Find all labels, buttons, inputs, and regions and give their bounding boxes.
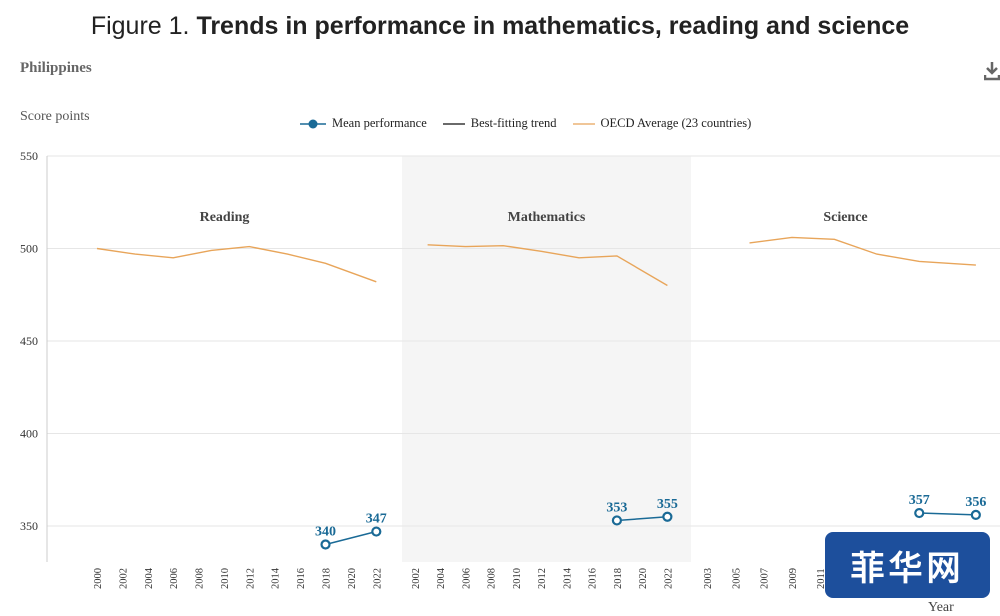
x-tick-label: 2009 — [788, 568, 799, 589]
legend-item-mean[interactable]: Mean performance — [300, 116, 427, 131]
x-tick-label: 2012 — [537, 568, 548, 589]
x-tick-label: 2011 — [816, 568, 827, 589]
legend-oecd-label: OECD Average (23 countries) — [600, 116, 752, 130]
country-label: Philippines — [20, 60, 92, 76]
mean-point — [371, 526, 382, 537]
oecd-average-line — [427, 244, 668, 287]
x-tick-label: 2006 — [461, 568, 472, 589]
watermark-logo: 菲华网 — [825, 532, 990, 598]
mean-point — [320, 539, 331, 550]
mean-data-label: 356 — [965, 495, 986, 510]
legend: Mean performance Best-fitting trend OECD… — [300, 116, 767, 131]
x-tick-label: 2018 — [613, 568, 624, 589]
legend-oecd-line-icon — [572, 122, 595, 125]
legend-item-trend[interactable]: Best-fitting trend — [442, 116, 557, 131]
legend-item-oecd[interactable]: OECD Average (23 countries) — [572, 116, 752, 131]
oecd-average-line — [749, 236, 976, 266]
mean-data-label: 357 — [909, 493, 930, 508]
y-tick-label: 400 — [20, 427, 38, 441]
legend-trend-line-icon — [442, 122, 465, 125]
x-tick-label: 2004 — [144, 567, 155, 589]
x-tick-label: 2006 — [169, 568, 180, 589]
figure-title: Figure 1. Trends in performance in mathe… — [90, 12, 910, 40]
panel-title: Science — [823, 210, 867, 225]
x-tick-label: 2002 — [118, 568, 129, 589]
y-tick-label: 550 — [20, 149, 38, 163]
x-tick-label: 2014 — [271, 567, 282, 589]
mean-performance-line — [919, 512, 976, 516]
mean-point — [611, 515, 623, 526]
x-tick-label: 2010 — [220, 568, 231, 589]
x-tick-label: 2002 — [411, 568, 422, 589]
x-tick-label: 2005 — [731, 568, 742, 589]
x-tick-label: 2000 — [93, 568, 104, 589]
x-tick-label: 2020 — [347, 568, 358, 589]
x-tick-label: 2010 — [512, 568, 523, 589]
x-tick-label: 2003 — [703, 568, 714, 589]
y-tick-label: 500 — [20, 242, 38, 256]
x-tick-label: 2016 — [296, 568, 307, 589]
mean-point — [914, 507, 925, 519]
x-tick-label: 2004 — [436, 567, 447, 589]
mean-point — [970, 509, 981, 521]
legend-trend-label: Best-fitting trend — [470, 116, 557, 130]
download-icon[interactable] — [984, 60, 1000, 82]
mean-performance-line — [616, 516, 668, 522]
x-tick-label: 2014 — [562, 567, 573, 589]
panel-title: Mathematics — [508, 210, 586, 225]
mean-performance-line — [325, 530, 377, 546]
panel-title: Reading — [200, 210, 250, 225]
x-tick-label: 2016 — [588, 568, 599, 589]
x-tick-label: 2020 — [638, 568, 649, 589]
y-axis-label: Score points — [20, 109, 90, 124]
x-tick-label: 2008 — [487, 568, 498, 589]
panel-shade — [402, 156, 691, 562]
x-tick-label: 2007 — [760, 568, 771, 589]
mean-data-label: 353 — [606, 500, 627, 515]
legend-mean-label: Mean performance — [332, 116, 427, 130]
y-tick-label: 450 — [20, 334, 38, 348]
oecd-average-line — [96, 245, 377, 283]
x-tick-label: 2012 — [245, 568, 256, 589]
x-tick-label: 2022 — [372, 568, 383, 589]
mean-data-label: 340 — [315, 525, 336, 540]
x-tick-label: 2008 — [195, 568, 206, 589]
legend-mean-marker-icon — [300, 119, 326, 128]
x-axis-label: Year — [928, 600, 954, 615]
mean-data-label: 347 — [366, 512, 387, 527]
mean-point — [662, 511, 673, 522]
mean-data-label: 355 — [657, 497, 678, 512]
y-tick-label: 350 — [20, 519, 38, 533]
x-tick-label: 2022 — [663, 568, 674, 589]
x-tick-label: 2018 — [322, 568, 333, 589]
